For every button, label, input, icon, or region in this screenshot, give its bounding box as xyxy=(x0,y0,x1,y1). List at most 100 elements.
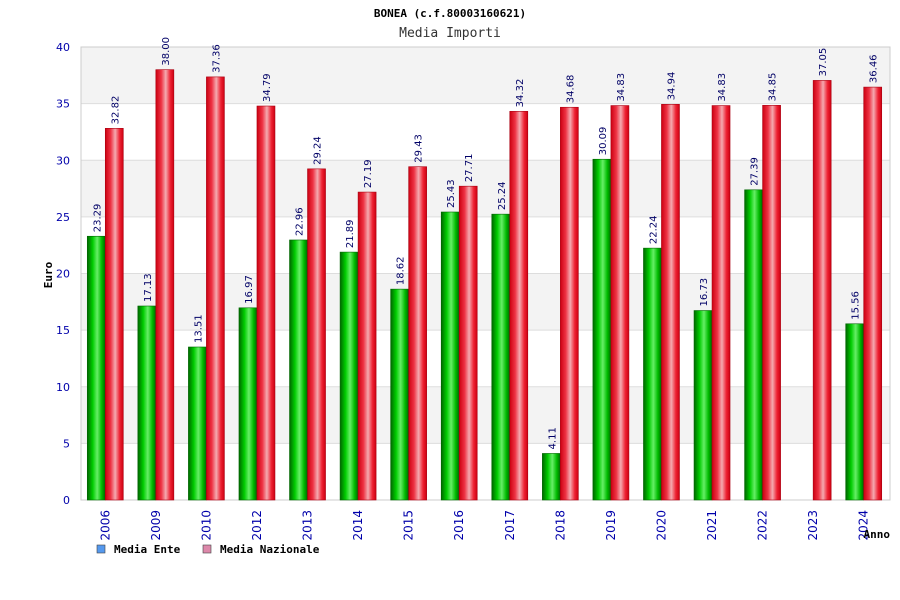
bar-media-nazionale-2023 xyxy=(812,80,832,501)
x-tick-label-2012: 2012 xyxy=(250,510,264,541)
x-tick-label-2015: 2015 xyxy=(402,510,416,541)
x-tick-label-2023: 2023 xyxy=(806,510,820,541)
x-axis: 2006 2009 2010 2012 2013 2014 2015 2016 2017 2018… xyxy=(98,510,870,541)
bar-media-ente-2016 xyxy=(440,211,460,501)
x-tick-label-2010: 2010 xyxy=(199,510,213,541)
chart-subtitle: Media Importi xyxy=(399,26,501,41)
bar-media-nazionale-2010 xyxy=(206,76,225,501)
bar-media-ente-2006 xyxy=(86,235,106,501)
bar-media-nazionale-2013 xyxy=(307,168,326,501)
x-tick-label-2018: 2018 xyxy=(553,510,567,541)
legend: Media Ente Media Nazionale xyxy=(96,543,320,556)
x-tick-label-2006: 2006 xyxy=(98,510,112,541)
legend-label-media-nazionale: Media Nazionale xyxy=(220,543,320,556)
data-label-media-nazionale-2014: 27.19 xyxy=(363,159,374,188)
y-tick-label: 35 xyxy=(56,98,70,111)
bar-media-nazionale-2020 xyxy=(661,104,680,501)
x-tick-label-2024: 2024 xyxy=(857,510,871,541)
data-label-media-nazionale-2019: 34.83 xyxy=(616,73,627,102)
data-label-media-nazionale-2010: 37.36 xyxy=(211,44,222,73)
y-tick-label: 5 xyxy=(63,437,70,450)
bar-media-ente-2020 xyxy=(643,247,662,501)
data-label-media-ente-2013: 22.96 xyxy=(295,207,306,236)
data-label-media-ente-2020: 22.24 xyxy=(648,215,659,244)
bar-media-ente-2010 xyxy=(188,346,207,501)
data-label-media-ente-2014: 21.89 xyxy=(345,219,356,248)
bar-media-nazionale-2012 xyxy=(256,105,276,501)
x-tick-label-2020: 2020 xyxy=(654,510,668,541)
bar-media-ente-2013 xyxy=(289,239,308,501)
data-label-media-nazionale-2013: 29.24 xyxy=(313,136,324,165)
bar-media-nazionale-2015 xyxy=(408,166,427,501)
x-tick-label-2013: 2013 xyxy=(301,510,315,541)
data-label-media-nazionale-2012: 34.79 xyxy=(262,73,273,102)
bar-media-ente-2024 xyxy=(845,323,865,501)
bar-media-nazionale-2022 xyxy=(762,105,781,501)
data-label-media-nazionale-2006: 32.82 xyxy=(110,96,121,125)
data-label-media-ente-2022: 27.39 xyxy=(750,157,761,186)
bar-media-nazionale-2014 xyxy=(357,191,377,501)
legend-item-media-nazionale[interactable]: Media Nazionale xyxy=(202,543,320,556)
x-tick-label-2021: 2021 xyxy=(705,510,719,541)
bar-media-nazionale-2024 xyxy=(863,86,883,501)
x-axis-label: Anno xyxy=(864,528,891,541)
data-label-media-nazionale-2024: 36.46 xyxy=(869,54,880,83)
data-label-media-nazionale-2023: 37.05 xyxy=(818,48,829,77)
bar-media-nazionale-2017 xyxy=(509,111,529,501)
bar-media-nazionale-2009 xyxy=(155,69,175,501)
y-axis-label: Euro xyxy=(42,261,55,288)
legend-label-media-ente: Media Ente xyxy=(114,543,181,556)
bar-media-ente-2022 xyxy=(744,189,763,501)
x-tick-label-2009: 2009 xyxy=(149,510,163,541)
data-label-media-nazionale-2016: 27.71 xyxy=(464,154,475,183)
data-label-media-ente-2010: 13.51 xyxy=(193,314,204,343)
y-tick-label: 40 xyxy=(56,41,70,54)
bar-media-ente-2019 xyxy=(592,158,612,501)
bar-media-ente-2014 xyxy=(339,251,359,501)
plot-area-border xyxy=(80,46,891,501)
data-label-media-ente-2024: 15.56 xyxy=(851,291,862,320)
bar-media-nazionale-2019 xyxy=(610,105,630,501)
data-label-media-ente-2017: 25.24 xyxy=(497,182,508,211)
data-label-media-ente-2006: 23.29 xyxy=(92,204,103,233)
x-tick-label-2014: 2014 xyxy=(351,510,365,541)
data-label-media-ente-2012: 16.97 xyxy=(244,275,255,304)
y-tick-label: 25 xyxy=(56,211,70,224)
x-tick-label-2022: 2022 xyxy=(756,510,770,541)
bar-media-ente-2017 xyxy=(491,213,511,501)
y-axis: 0 5 10 15 20 25 30 35 40 xyxy=(56,41,70,507)
bars xyxy=(86,69,883,501)
data-label-media-ente-2015: 18.62 xyxy=(396,256,407,285)
y-tick-label: 10 xyxy=(56,381,70,394)
y-tick-label: 20 xyxy=(56,268,70,281)
y-tick-label: 0 xyxy=(63,494,70,507)
x-tick-label-2017: 2017 xyxy=(503,510,517,541)
bar-media-ente-2009 xyxy=(137,305,157,501)
bar-media-nazionale-2018 xyxy=(560,106,579,501)
data-label-media-ente-2018: 4.11 xyxy=(547,427,558,449)
legend-swatch-media-nazionale xyxy=(202,544,212,554)
bar-media-nazionale-2021 xyxy=(711,105,731,501)
bar-media-nazionale-2016 xyxy=(458,185,478,501)
data-labels: 23.29 32.82 17.13 38.00 13.51 37.36 16.97 34.79… xyxy=(92,37,879,449)
data-label-media-nazionale-2021: 34.83 xyxy=(717,73,728,102)
data-label-media-nazionale-2009: 38.00 xyxy=(161,37,172,66)
y-tick-label: 30 xyxy=(56,154,70,167)
data-label-media-ente-2019: 30.09 xyxy=(598,127,609,156)
data-label-media-nazionale-2018: 34.68 xyxy=(565,75,576,104)
bar-media-ente-2021 xyxy=(693,310,713,501)
data-label-media-ente-2016: 25.43 xyxy=(446,179,457,208)
data-label-media-nazionale-2017: 34.32 xyxy=(515,79,526,108)
x-tick-label-2019: 2019 xyxy=(604,510,618,541)
chart-title: BONEA (c.f.80003160621) xyxy=(374,7,526,20)
data-label-media-nazionale-2022: 34.85 xyxy=(768,73,779,102)
bar-media-ente-2012 xyxy=(238,307,258,501)
data-label-media-nazionale-2015: 29.43 xyxy=(414,134,425,163)
data-label-media-ente-2021: 16.73 xyxy=(699,278,710,307)
legend-swatch-media-ente xyxy=(96,544,106,554)
x-tick-label-2016: 2016 xyxy=(452,510,466,541)
legend-item-media-ente[interactable]: Media Ente xyxy=(96,543,181,556)
bar-media-nazionale-2006 xyxy=(104,128,124,501)
bar-media-ente-2018 xyxy=(542,453,561,501)
